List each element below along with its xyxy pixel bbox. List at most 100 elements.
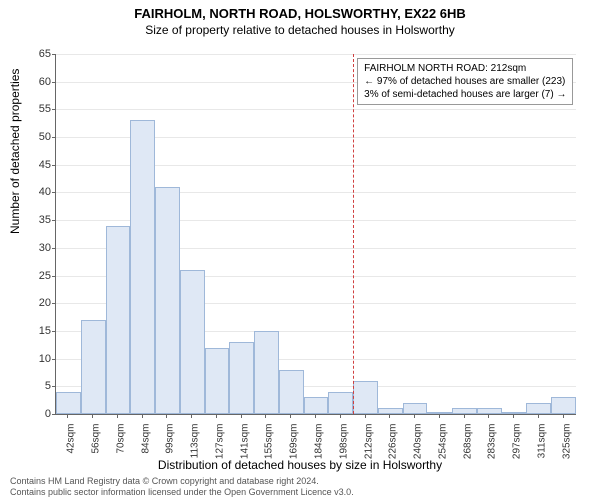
annotation-line: ← 97% of detached houses are smaller (22… [364,75,566,88]
xtick-mark [67,414,68,418]
xtick-mark [488,414,489,418]
xtick-mark [265,414,266,418]
xtick-label: 240sqm [413,424,424,460]
ytick-mark [52,220,56,221]
xtick-mark [340,414,341,418]
histogram-bar [130,120,155,414]
histogram-bar [526,403,551,414]
ytick-mark [52,276,56,277]
gridline [56,109,576,110]
xtick-label: 297sqm [512,424,523,460]
ytick-mark [52,82,56,83]
y-axis-title: Number of detached properties [8,69,22,234]
xtick-label: 198sqm [338,424,349,460]
histogram-bar [205,348,230,414]
xtick-mark [464,414,465,418]
xtick-mark [290,414,291,418]
histogram-bar [353,381,378,414]
plot-area: FAIRHOLM NORTH ROAD: 212sqm← 97% of deta… [55,54,576,415]
xtick-label: 99sqm [165,424,176,454]
ytick-label: 35 [11,214,51,226]
xtick-label: 169sqm [289,424,300,460]
xtick-mark [563,414,564,418]
ytick-mark [52,386,56,387]
xtick-label: 42sqm [66,424,77,454]
xtick-label: 155sqm [264,424,275,460]
footer-line-2: Contains public sector information licen… [10,487,354,498]
ytick-label: 30 [11,242,51,254]
xtick-mark [166,414,167,418]
histogram-bar [106,226,131,414]
histogram-bar [229,342,254,414]
xtick-mark [365,414,366,418]
ytick-label: 0 [11,408,51,420]
xtick-mark [191,414,192,418]
histogram-bar [155,187,180,414]
ytick-label: 5 [11,380,51,392]
ytick-label: 60 [11,76,51,88]
xtick-mark [389,414,390,418]
histogram-bar [254,331,279,414]
x-axis-title: Distribution of detached houses by size … [0,458,600,472]
histogram-bar [551,397,576,414]
xtick-label: 283sqm [487,424,498,460]
ytick-label: 25 [11,270,51,282]
xtick-label: 141sqm [239,424,250,460]
histogram-bar [427,412,452,414]
ytick-label: 55 [11,103,51,115]
histogram-bar [56,392,81,414]
footer: Contains HM Land Registry data © Crown c… [10,476,354,498]
ytick-mark [52,54,56,55]
histogram-bar [328,392,353,414]
ytick-mark [52,192,56,193]
ytick-mark [52,414,56,415]
ytick-mark [52,248,56,249]
ytick-label: 20 [11,297,51,309]
xtick-mark [439,414,440,418]
xtick-label: 127sqm [214,424,225,460]
xtick-label: 184sqm [314,424,325,460]
histogram-bar [304,397,329,414]
ytick-mark [52,137,56,138]
annotation-line: 3% of semi-detached houses are larger (7… [364,88,566,101]
annotation-box: FAIRHOLM NORTH ROAD: 212sqm← 97% of deta… [357,58,573,105]
xtick-label: 268sqm [462,424,473,460]
footer-line-1: Contains HM Land Registry data © Crown c… [10,476,354,487]
xtick-mark [513,414,514,418]
histogram-bar [403,403,428,414]
ytick-label: 15 [11,325,51,337]
xtick-label: 254sqm [437,424,448,460]
xtick-label: 113sqm [190,424,201,459]
xtick-mark [92,414,93,418]
ytick-mark [52,331,56,332]
xtick-label: 70sqm [115,424,126,454]
annotation-line: FAIRHOLM NORTH ROAD: 212sqm [364,62,566,75]
histogram-bar [180,270,205,414]
xtick-mark [315,414,316,418]
histogram-bar [81,320,106,414]
ytick-label: 50 [11,131,51,143]
xtick-label: 311sqm [536,424,547,459]
xtick-label: 84sqm [140,424,151,454]
ytick-label: 40 [11,186,51,198]
xtick-label: 56sqm [91,424,102,454]
ytick-label: 45 [11,159,51,171]
xtick-mark [117,414,118,418]
xtick-label: 212sqm [363,424,374,460]
histogram-bar [452,408,477,414]
gridline [56,54,576,55]
xtick-mark [216,414,217,418]
xtick-label: 325sqm [561,424,572,460]
xtick-mark [538,414,539,418]
chart-title: FAIRHOLM, NORTH ROAD, HOLSWORTHY, EX22 6… [0,0,600,21]
xtick-label: 226sqm [388,424,399,460]
reference-line [353,54,354,414]
xtick-mark [142,414,143,418]
ytick-mark [52,303,56,304]
ytick-label: 65 [11,48,51,60]
ytick-mark [52,165,56,166]
histogram-bar [279,370,304,414]
ytick-mark [52,109,56,110]
ytick-mark [52,359,56,360]
chart-subtitle: Size of property relative to detached ho… [0,21,600,41]
